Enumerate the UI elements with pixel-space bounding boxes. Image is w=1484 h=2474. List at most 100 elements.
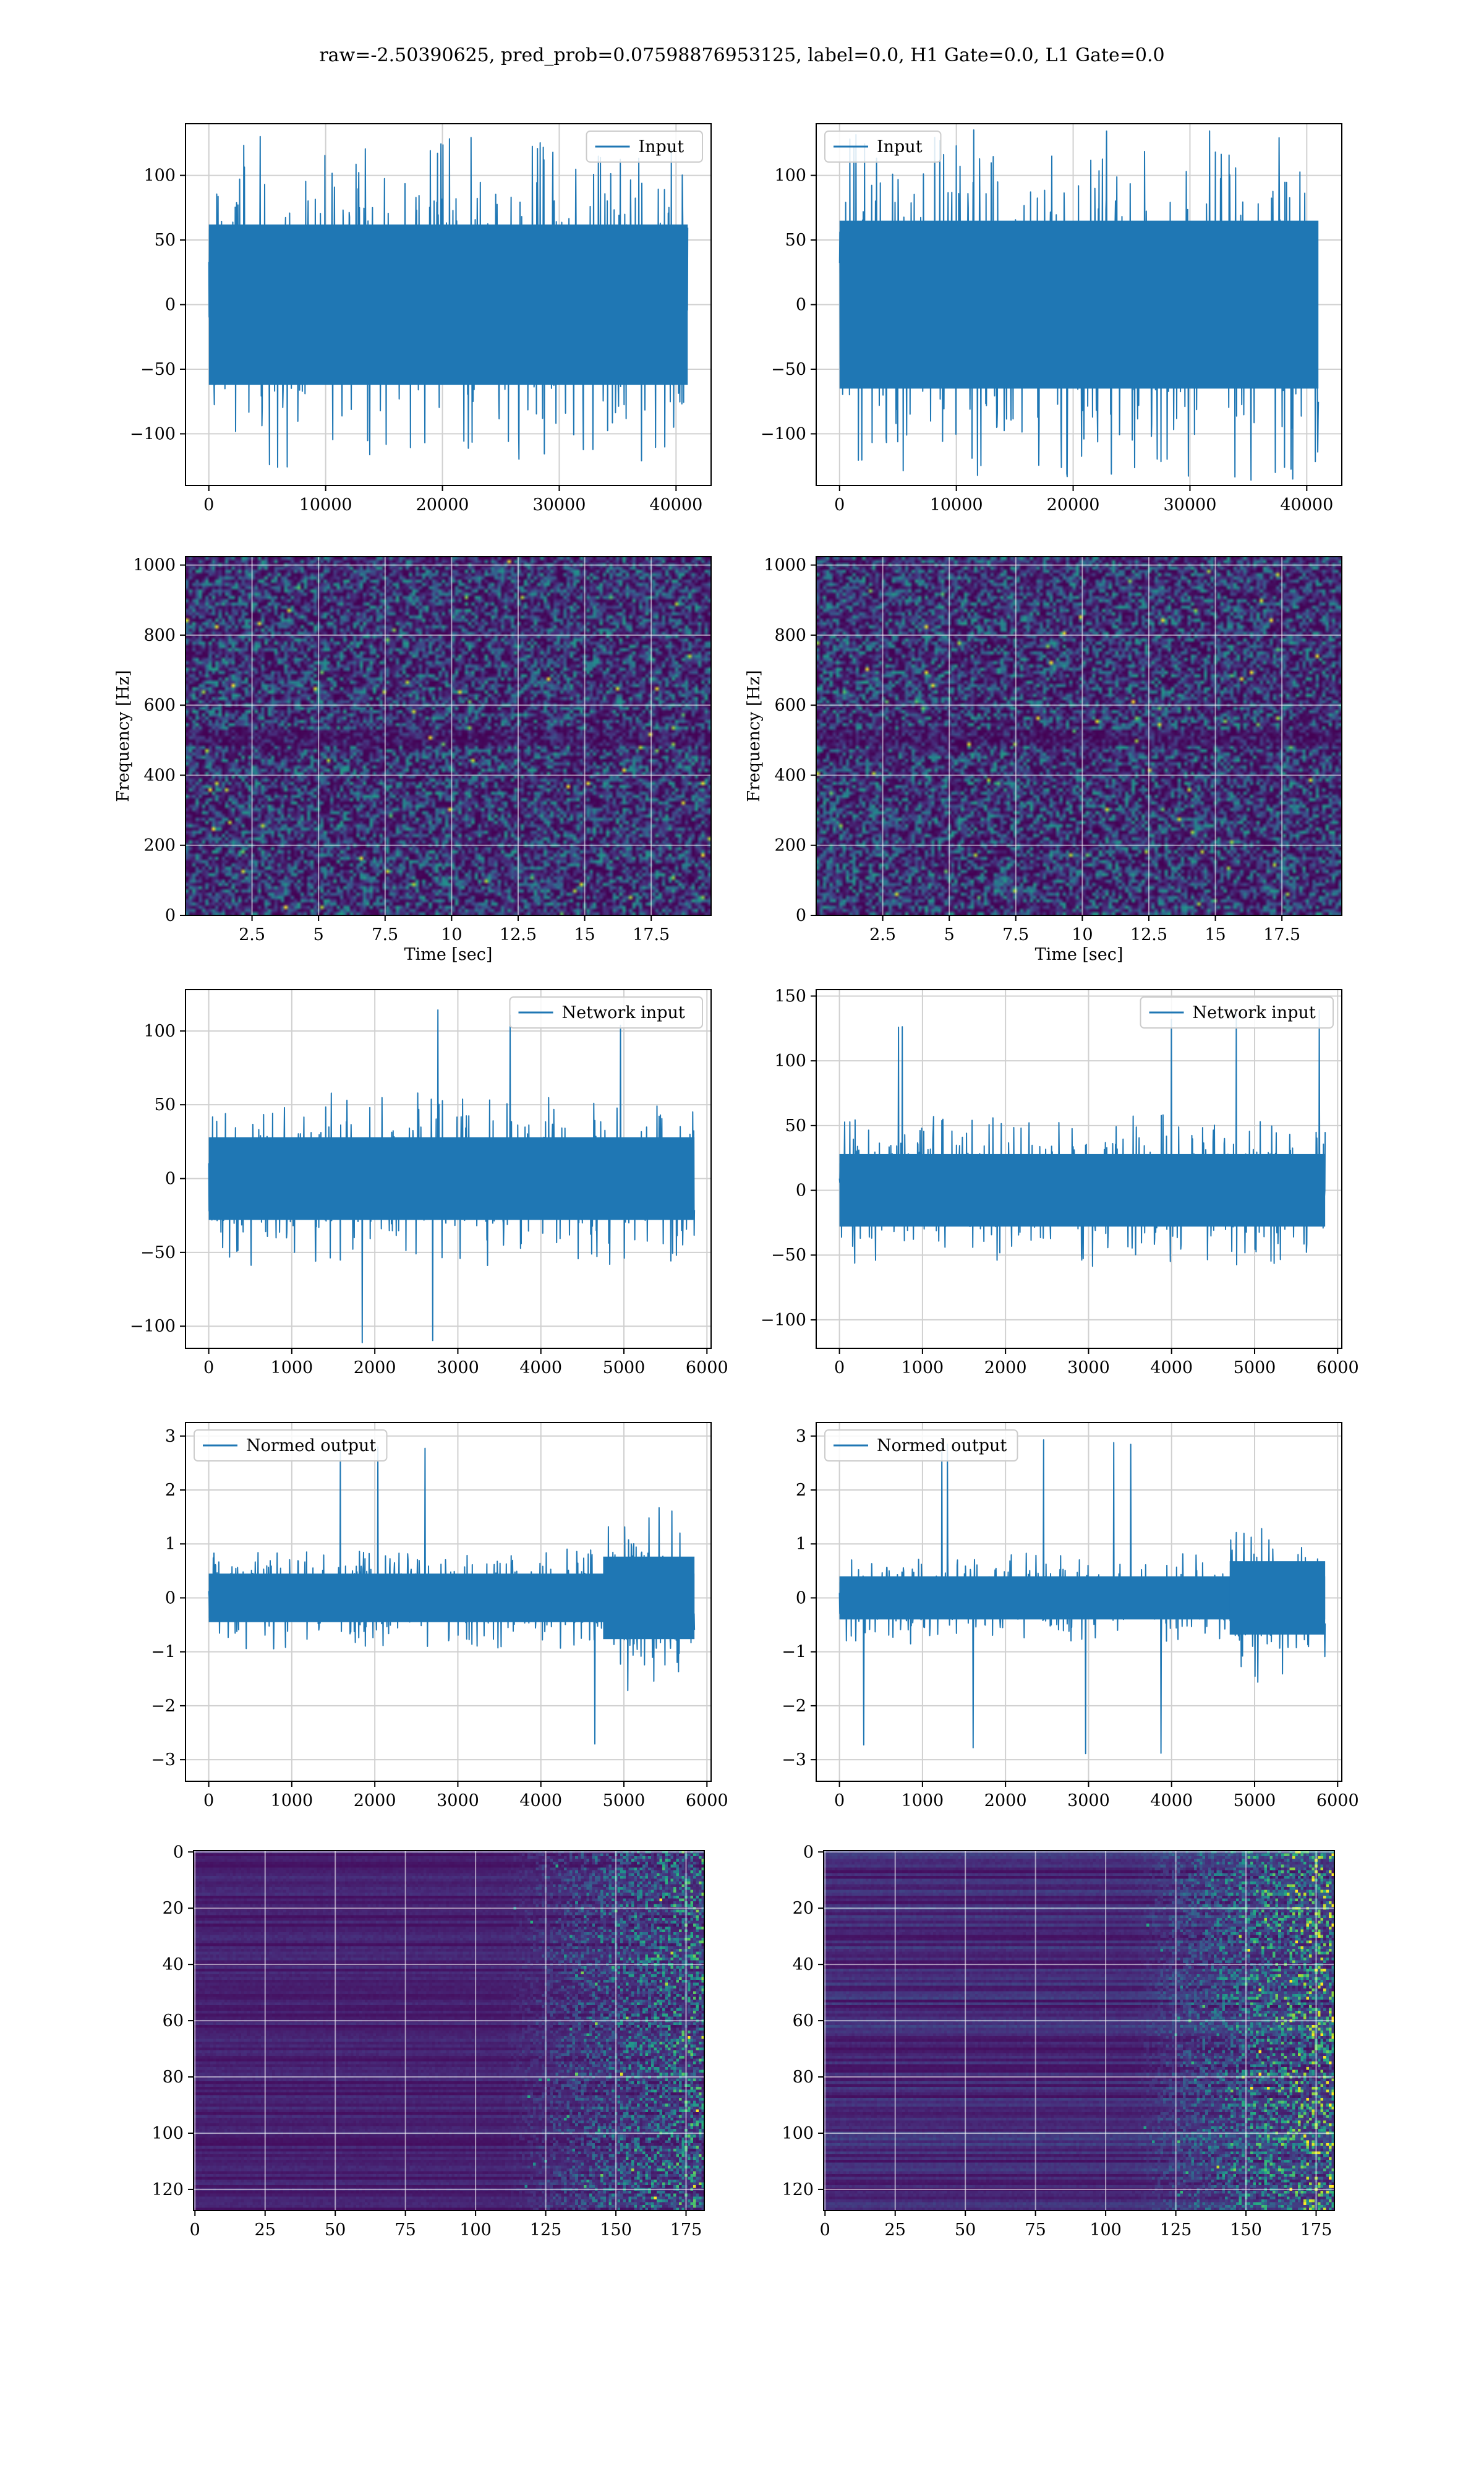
x-tick-label: 40000 — [1280, 495, 1333, 515]
series-dense-band — [208, 224, 688, 385]
legend-label: Input — [639, 137, 684, 156]
y-tick-label: 600 — [143, 696, 176, 715]
x-tick-label: 3000 — [1067, 1358, 1110, 1377]
y-tick-label: 80 — [793, 2068, 814, 2087]
y-tick-label: 0 — [796, 296, 806, 315]
y-tick-label: 0 — [796, 1588, 806, 1607]
x-tick-label: 125 — [1160, 2220, 1192, 2240]
y-tick-label: −50 — [140, 360, 176, 379]
x-tick-label: 6000 — [1316, 1791, 1359, 1810]
y-tick-label: 100 — [143, 166, 176, 186]
axes-frame — [816, 1422, 1342, 1782]
legend-box — [586, 131, 703, 163]
x-tick-label: 5 — [944, 925, 955, 944]
x-tick-label: 10 — [441, 925, 462, 944]
x-tick-label: 2.5 — [869, 925, 896, 944]
x-tick-label: 5000 — [603, 1358, 646, 1377]
y-axis-label: Frequency [Hz] — [114, 670, 133, 802]
x-tick-label: 0 — [834, 1358, 845, 1377]
x-tick-label: 6000 — [686, 1358, 728, 1377]
feature-heatmap-left: 0 25 50 75 100 125 150 175 0 20 40 60 80 100 120 — [151, 1843, 705, 2240]
y-tick-label: 100 — [143, 1022, 176, 1041]
x-tick-label: 2000 — [984, 1791, 1027, 1810]
y-tick-label: 60 — [793, 2011, 814, 2031]
y-tick-label: −100 — [761, 424, 806, 443]
x-tick-label: 4000 — [519, 1791, 562, 1810]
spectrogram-left: 2.5 5 7.5 10 12.5 15 17.5 0 200 400 600 800 1000 Time… — [114, 556, 712, 964]
y-tick-label: 3 — [165, 1427, 176, 1446]
legend-label: Input — [877, 137, 923, 156]
grid-lines — [194, 1851, 704, 2211]
y-tick-label: −100 — [761, 1311, 806, 1330]
y-tick-label: 800 — [143, 626, 176, 645]
x-tick-label: 150 — [1230, 2220, 1262, 2240]
y-tick-label: −3 — [782, 1750, 806, 1770]
x-axis-label: Time [sec] — [1035, 945, 1124, 964]
y-tick-label: 2 — [165, 1481, 176, 1500]
y-tick-label: 50 — [785, 1116, 806, 1136]
x-tick-label: 10 — [1072, 925, 1093, 944]
x-tick-label: 5000 — [603, 1791, 646, 1810]
x-tick-label: 2000 — [354, 1358, 396, 1377]
axes-frame — [185, 1422, 712, 1782]
y-tick-label: 80 — [163, 2068, 184, 2087]
y-tick-label: 40 — [793, 1955, 814, 1974]
y-tick-label: 100 — [774, 1051, 806, 1071]
y-tick-label: 0 — [165, 1588, 176, 1607]
y-axis-label: Frequency [Hz] — [744, 670, 764, 802]
x-tick-label: 20000 — [1047, 495, 1100, 515]
y-tick-label: 50 — [155, 1095, 176, 1115]
input-timeseries-left: 0 10000 20000 30000 40000 −100 −50 0 50 100 Input — [130, 123, 712, 515]
x-tick-label: 5 — [313, 925, 324, 944]
y-tick-label: 400 — [143, 766, 176, 785]
x-tick-label: 7.5 — [372, 925, 398, 944]
x-tick-label: 1000 — [271, 1358, 313, 1377]
legend-box — [509, 996, 703, 1029]
y-tick-label: 600 — [774, 696, 806, 715]
x-tick-label: 30000 — [532, 495, 586, 515]
y-tick-label: 200 — [774, 836, 806, 855]
x-tick-label: 75 — [394, 2220, 416, 2240]
x-tick-label: 150 — [600, 2220, 632, 2240]
y-tick-label: 0 — [796, 1181, 806, 1201]
x-tick-label: 6000 — [1316, 1358, 1359, 1377]
x-tick-label: 0 — [834, 1791, 845, 1810]
y-tick-label: 2 — [796, 1481, 806, 1500]
y-tick-label: 100 — [151, 2124, 184, 2143]
x-tick-label: 0 — [834, 495, 845, 515]
y-tick-label: 120 — [151, 2180, 184, 2199]
x-tick-label: 1000 — [271, 1791, 313, 1810]
y-tick-label: 1 — [796, 1534, 806, 1554]
y-tick-label: 100 — [782, 2124, 814, 2143]
x-tick-label: 6000 — [686, 1791, 728, 1810]
x-tick-label: 100 — [1090, 2220, 1122, 2240]
x-tick-label: 2000 — [354, 1791, 396, 1810]
y-tick-label: 1000 — [764, 556, 806, 575]
y-tick-label: 60 — [163, 2011, 184, 2031]
legend-box — [194, 1429, 388, 1462]
normed-output-left: 0 1000 2000 3000 4000 5000 6000 −3 −2 −1 0 1 2 3 Norme… — [151, 1422, 728, 1810]
x-tick-label: 2000 — [984, 1358, 1027, 1377]
x-tick-label: 1000 — [902, 1791, 944, 1810]
y-tick-label: 1 — [165, 1534, 176, 1554]
series-burst-band — [1229, 1561, 1326, 1635]
y-tick-label: 1000 — [133, 556, 176, 575]
x-tick-label: 0 — [203, 1791, 214, 1810]
x-tick-label: 4000 — [1150, 1791, 1193, 1810]
x-tick-label: 2.5 — [239, 925, 265, 944]
y-tick-label: −100 — [130, 1317, 176, 1336]
feature-heatmap-image — [824, 1851, 1334, 2211]
y-tick-label: −1 — [782, 1643, 806, 1662]
legend-box — [1140, 996, 1334, 1029]
legend-box — [824, 131, 942, 163]
series-dense-band — [839, 220, 1319, 389]
series-dense-band — [208, 1137, 695, 1220]
x-tick-label: 12.5 — [1130, 925, 1167, 944]
x-tick-label: 10000 — [930, 495, 983, 515]
y-tick-label: 800 — [774, 626, 806, 645]
y-tick-label: 0 — [173, 1843, 184, 1862]
x-tick-label: 15 — [574, 925, 595, 944]
x-axis-label: Time [sec] — [404, 945, 493, 964]
legend: Network input — [509, 996, 703, 1029]
x-tick-label: 25 — [255, 2220, 276, 2240]
